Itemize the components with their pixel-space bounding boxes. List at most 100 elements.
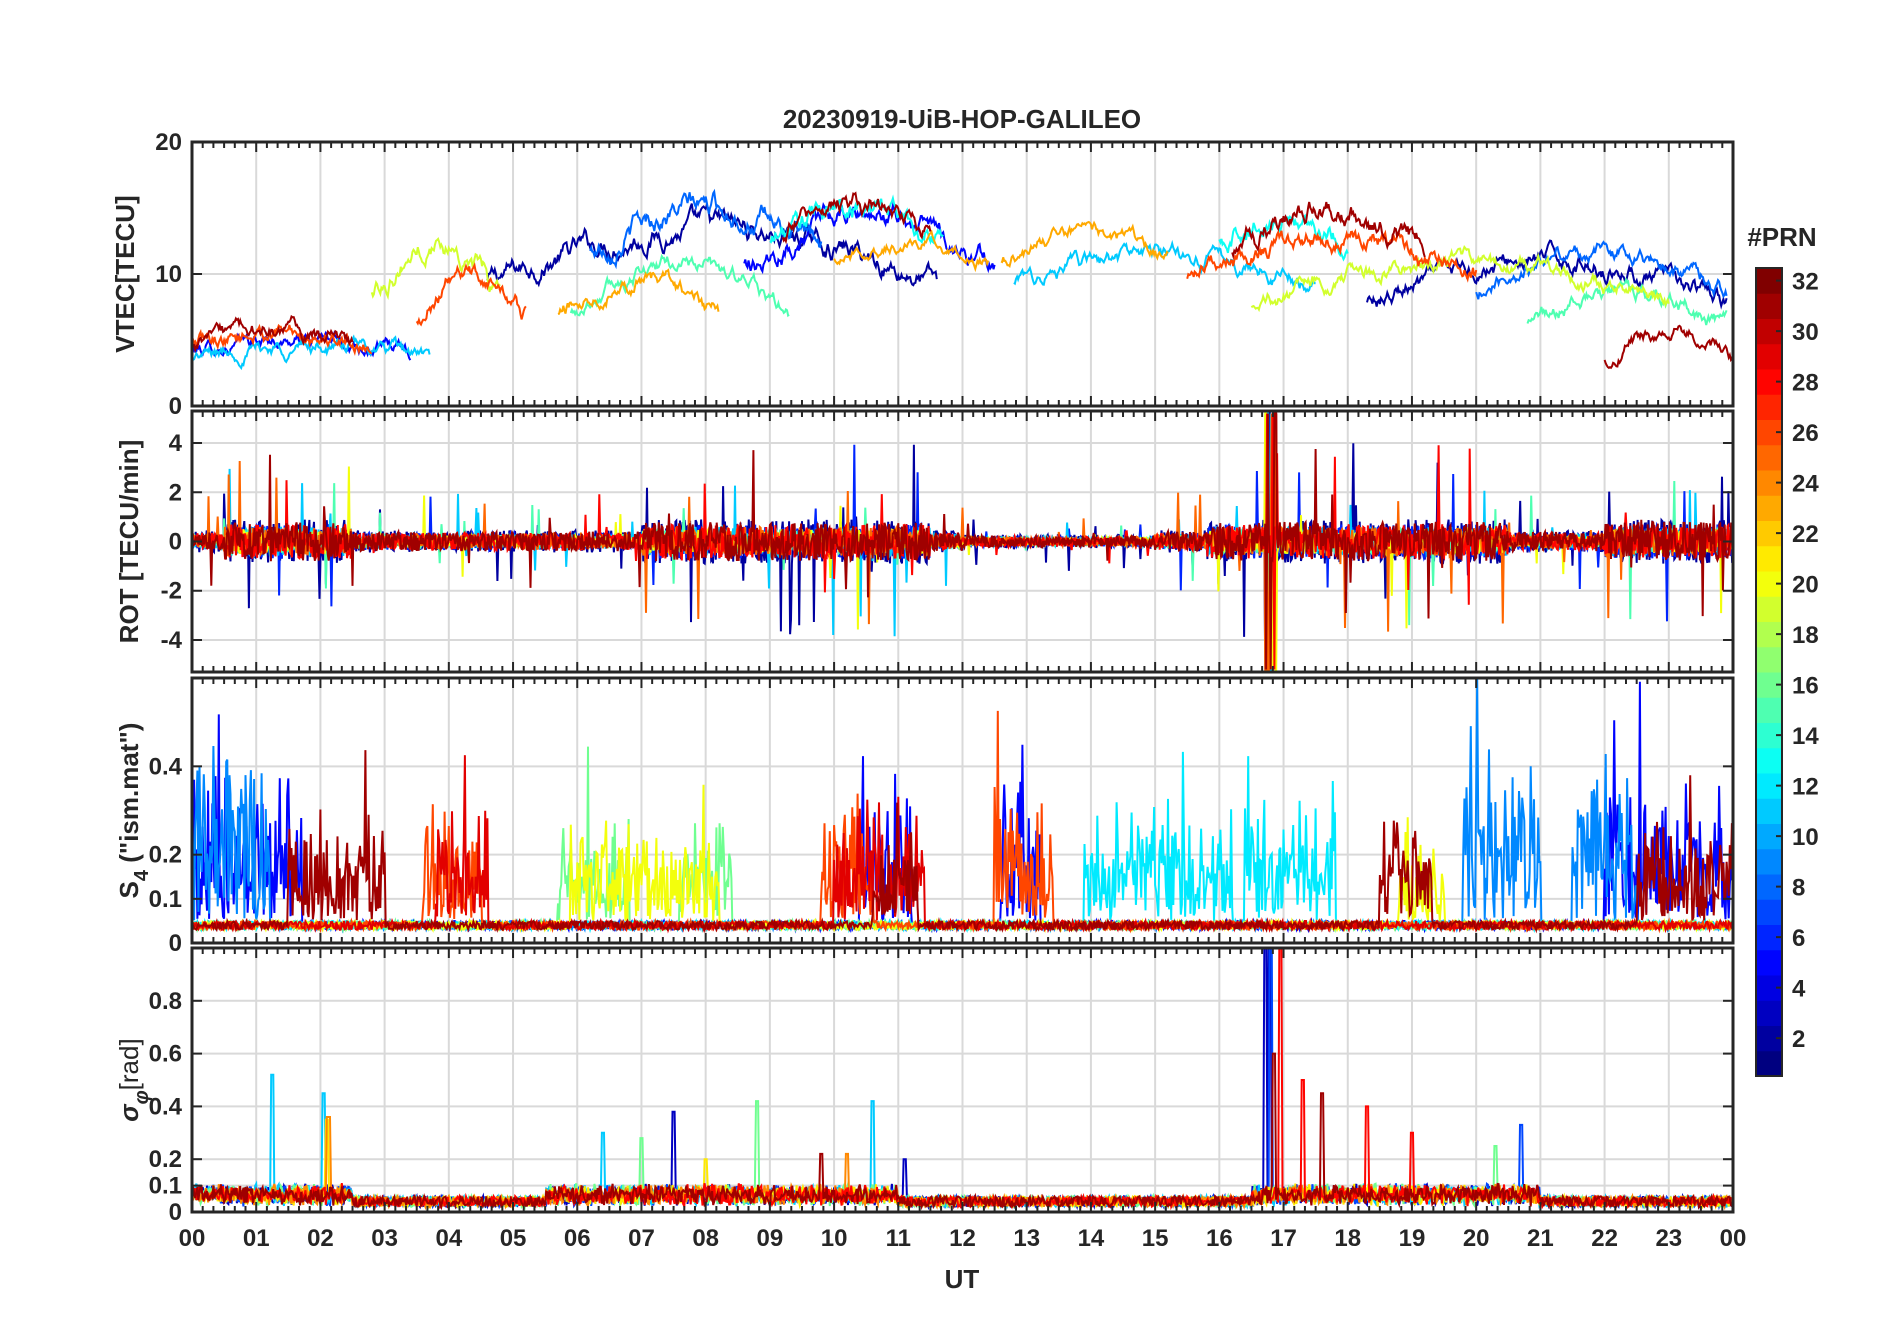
vtec-line-prn11: [1013, 239, 1316, 294]
rot-y-tick-label: -4: [161, 627, 183, 654]
sigma_phi-grid: [192, 948, 1733, 1212]
sigma_phi-y-label-rest: [rad]: [114, 1038, 144, 1090]
s4-y-label-main: S: [114, 881, 144, 898]
vtec-line-prn11: [192, 334, 431, 371]
rot-y-tick-label: 0: [169, 529, 182, 556]
colorbar-frame: [1755, 267, 1783, 1077]
colorbar-block: [1756, 646, 1782, 673]
s4-line-prn31: [192, 750, 1733, 934]
rot-line-prn31: [192, 412, 1733, 670]
panel-sigma_phi: 00.10.2 0.4 0.6 0.8 σφ[rad]: [114, 946, 1735, 1226]
x-tick-label: 19: [1399, 1225, 1426, 1252]
vtec-line-prn19: [1250, 245, 1670, 313]
s4-y-label-rest: ("ism.mat"): [114, 723, 144, 870]
colorbar-block: [1756, 848, 1782, 875]
colorbar-block: [1756, 747, 1782, 774]
panel-vtec: 0 10 20 VTEC[TECU]: [110, 129, 1735, 420]
x-tick-label: 11: [886, 1225, 911, 1252]
colorbar-tick-label: 6: [1792, 925, 1805, 952]
vtec-line-prn31: [781, 191, 932, 245]
x-tick-label: 13: [1013, 1225, 1040, 1252]
x-tick-label: 09: [757, 1225, 784, 1252]
sigma_phi-y-tick-label: 0.1: [149, 1173, 182, 1200]
colorbar-block: [1756, 899, 1782, 925]
vtec-line-prn13: [769, 194, 944, 245]
x-tick-label: 08: [692, 1225, 719, 1252]
vtec-y-tick-label: 10: [155, 261, 182, 288]
vtec-y-axis-label: VTEC[TECU]: [110, 195, 140, 352]
x-tick-label: 00: [179, 1225, 206, 1252]
s4-y-tick-label: 0.1: [149, 886, 182, 913]
x-tick-label: 18: [1334, 1225, 1361, 1252]
x-tick-label: 05: [500, 1225, 527, 1252]
vtec-line-prn31: [192, 314, 354, 354]
x-tick-label: 16: [1206, 1225, 1233, 1252]
x-tick-label: 03: [371, 1225, 398, 1252]
colorbar-title: #PRN: [1747, 222, 1816, 252]
vtec-line-prn23: [557, 268, 720, 316]
colorbar-block: [1756, 1000, 1782, 1026]
panel-s4: 00.10.20.4S4 ("ism.mat"): [114, 676, 1735, 957]
panel-rot: -4 -2 0 2 4 ROT [TECU/min]: [114, 409, 1735, 674]
colorbar-block: [1756, 343, 1782, 370]
vtec-y-ticks: 0 10 20: [155, 129, 1733, 420]
sigma_phi-y-tick-label: 0.8: [149, 988, 182, 1015]
x-tick-label: 14: [1078, 1225, 1105, 1252]
s4-x-ticks: [191, 678, 1734, 943]
chart-title: 20230919-UiB-HOP-GALILEO: [783, 104, 1141, 134]
colorbar-tick-label: 4: [1792, 976, 1806, 1003]
s4-y-tick-label: 0: [169, 930, 182, 957]
colorbar-block: [1756, 495, 1782, 521]
colorbar-tick-label: 32: [1792, 269, 1819, 296]
vtec-line-prn31: [1603, 324, 1733, 370]
sigma_phi-y-label-main: σ: [114, 1103, 144, 1122]
vtec-line-prn26: [1186, 228, 1478, 283]
colorbar-tick-label: 24: [1792, 471, 1819, 498]
colorbar-tick-label: 8: [1792, 875, 1805, 902]
sigma_phi-y-tick-label: 0.6: [149, 1041, 182, 1068]
s4-y-ticks: 0 0.1 0.2 0.4: [149, 753, 1733, 957]
sigma_phi-y-tick-label: 0.2: [149, 1146, 182, 1173]
vtec-line-prn15: [569, 253, 790, 318]
colorbar-block: [1756, 949, 1782, 976]
colorbar-block: [1756, 394, 1782, 420]
s4-y-axis-label: S4 ("ism.mat"): [114, 723, 153, 899]
s4-y-label-sub: 4: [131, 869, 153, 881]
colorbar-block: [1756, 293, 1782, 319]
vtec-line-prn23: [833, 229, 990, 273]
x-axis-label: UT: [945, 1264, 980, 1294]
colorbar-block: [1756, 1050, 1782, 1077]
sigma_phi-y-tick-label: 0: [169, 1199, 182, 1226]
colorbar-tick-label: 26: [1792, 420, 1819, 447]
sigma_phi-x-ticks: [191, 948, 1734, 1212]
colorbar-block: [1756, 444, 1782, 471]
colorbar-tick-label: 10: [1792, 824, 1819, 851]
vtec-line-prn31: [1231, 201, 1426, 260]
sigma_phi-y-ticks: 00.10.2 0.4 0.6 0.8: [149, 988, 1733, 1226]
vtec-y-tick-label: 20: [155, 129, 182, 156]
s4-data: [192, 678, 1733, 934]
x-tick-label: 10: [821, 1225, 848, 1252]
colorbar-tick-label: 2: [1792, 1026, 1805, 1053]
vtec-x-ticks: [191, 142, 1734, 406]
rot-y-tick-label: 4: [169, 430, 183, 457]
rot-x-ticks: [191, 411, 1734, 672]
x-tick-label: 01: [243, 1225, 270, 1252]
colorbar-tick-label: 18: [1792, 622, 1819, 649]
x-tick-labels: 00 01 02 03 04 05 06 07 08 09 10 11 12 13 14 15 16 17 18 19…: [179, 1225, 1747, 1252]
sigma_phi-y-tick-label: 0.4: [149, 1093, 183, 1120]
x-tick-label: 12: [949, 1225, 976, 1252]
sigma_phi-y-label-sub: φ: [131, 1090, 153, 1104]
x-tick-label: 15: [1142, 1225, 1169, 1252]
x-tick-label: 21: [1527, 1225, 1554, 1252]
colorbar-block: [1756, 697, 1782, 723]
sigma_phi-y-axis-label: σφ[rad]: [114, 1038, 153, 1121]
x-tick-label: 02: [307, 1225, 334, 1252]
colorbar-tick-label: 22: [1792, 521, 1819, 548]
x-tick-label: 23: [1655, 1225, 1682, 1252]
colorbar-tick-label: 12: [1792, 774, 1819, 801]
